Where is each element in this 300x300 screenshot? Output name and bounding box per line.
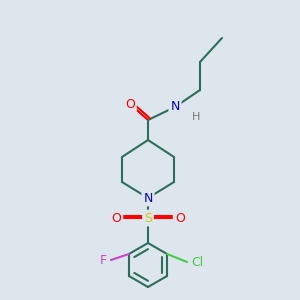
Text: H: H <box>192 112 200 122</box>
Text: O: O <box>125 98 135 110</box>
Text: O: O <box>111 212 121 224</box>
Text: O: O <box>175 212 185 224</box>
Text: N: N <box>143 191 153 205</box>
Text: Cl: Cl <box>191 256 203 268</box>
Text: F: F <box>99 254 106 266</box>
Text: S: S <box>144 212 152 224</box>
Text: N: N <box>170 100 180 113</box>
